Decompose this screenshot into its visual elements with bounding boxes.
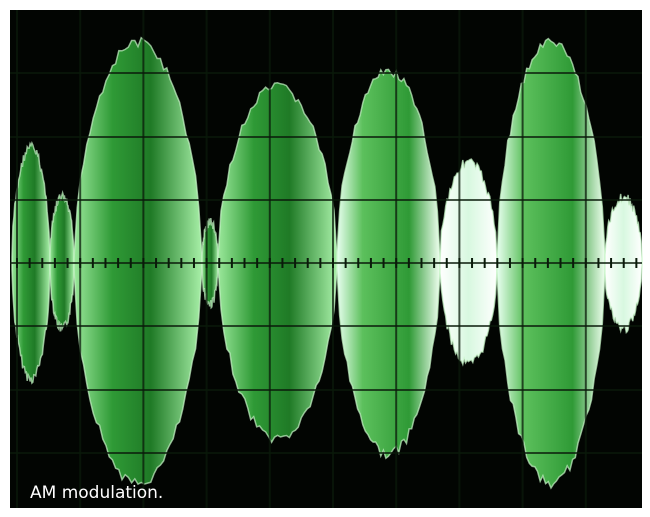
caption: AM modulation. [30, 483, 163, 503]
graticule [10, 10, 642, 508]
